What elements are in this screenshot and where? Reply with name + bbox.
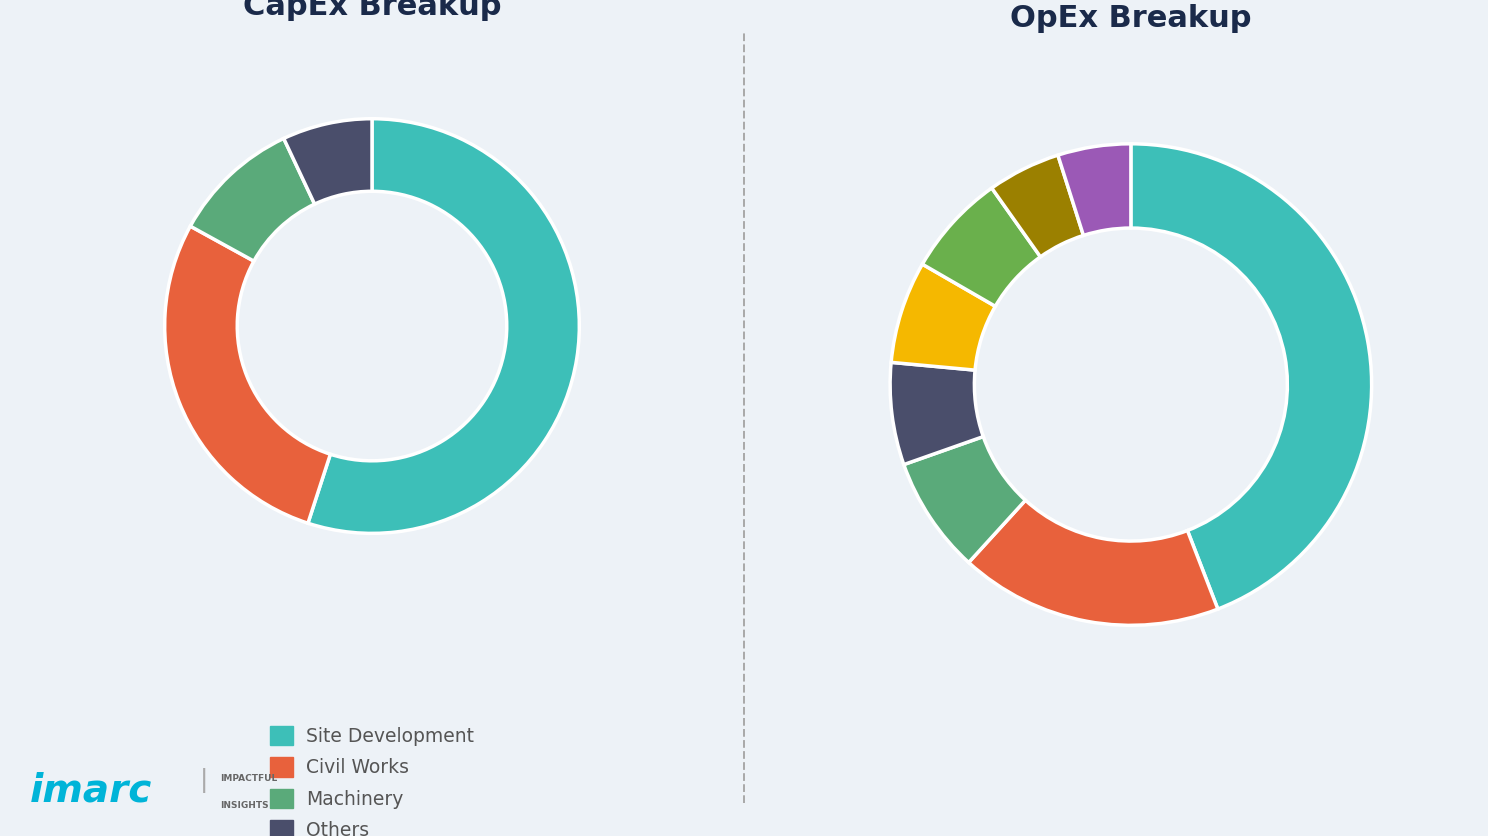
Wedge shape: [308, 119, 579, 533]
Wedge shape: [969, 500, 1217, 625]
Wedge shape: [890, 362, 984, 465]
Wedge shape: [165, 227, 330, 523]
Text: IMPACTFUL: IMPACTFUL: [220, 774, 277, 783]
Wedge shape: [923, 188, 1040, 306]
Text: |: |: [199, 768, 208, 793]
Text: imarc: imarc: [30, 771, 152, 809]
Legend: Site Development, Civil Works, Machinery, Others: Site Development, Civil Works, Machinery…: [265, 721, 479, 836]
Wedge shape: [190, 139, 314, 261]
Wedge shape: [1131, 144, 1372, 609]
Wedge shape: [992, 155, 1083, 257]
Title: OpEx Breakup: OpEx Breakup: [1010, 3, 1251, 33]
Title: CapEx Breakup: CapEx Breakup: [243, 0, 501, 21]
Wedge shape: [1058, 144, 1131, 236]
Wedge shape: [284, 119, 372, 204]
Wedge shape: [903, 436, 1025, 563]
Text: INSIGHTS: INSIGHTS: [220, 801, 268, 809]
Wedge shape: [891, 264, 995, 370]
